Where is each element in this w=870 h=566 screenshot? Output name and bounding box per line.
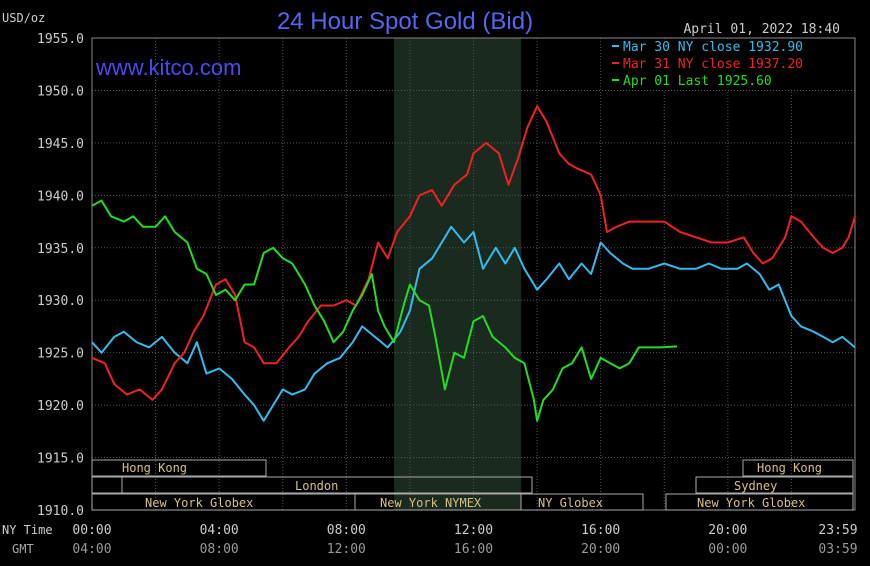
x-tick-label-gmt: 00:00 <box>708 542 747 557</box>
y-tick-label: 1910.0 <box>37 504 84 519</box>
series-line-0 <box>91 225 856 422</box>
x-tick-label-gmt: 08:00 <box>200 542 239 557</box>
session-label-london: London <box>295 479 338 493</box>
gmt-label: GMT <box>12 542 34 556</box>
session-box-ny-globex-2 <box>520 493 644 511</box>
y-tick-label: 1920.0 <box>37 399 84 414</box>
legend-entry-mar31: Mar 31 NY close 1937.20 <box>623 57 803 72</box>
legend-entry-mar30: Mar 30 NY close 1932.90 <box>623 40 803 55</box>
session-label-sydney: Sydney <box>734 479 777 493</box>
x-tick-label-gmt: 12:00 <box>327 542 366 557</box>
y-tick-label: 1925.0 <box>37 347 84 362</box>
series-line-2 <box>91 199 678 422</box>
session-box-hong-kong-2 <box>742 459 854 477</box>
watermark-url: www.kitco.com <box>95 55 241 80</box>
session-box-hong-kong <box>91 459 267 477</box>
session-label-new-york-globex-2: New York Globex <box>697 496 805 510</box>
session-box-london <box>121 476 533 494</box>
x-tick-label-ny: 04:00 <box>200 523 239 538</box>
x-tick-label-ny: 16:00 <box>581 523 620 538</box>
x-tick-label-gmt: 16:00 <box>454 542 493 557</box>
session-label-ny-globex: NY Globex <box>538 496 603 510</box>
legend-entry-apr01: Apr 01 Last 1925.60 <box>623 74 772 89</box>
series-line-1 <box>91 105 856 401</box>
price-lines <box>91 105 856 422</box>
y-tick-label: 1955.0 <box>37 32 84 47</box>
y-tick-label: 1930.0 <box>37 294 84 309</box>
legend-background <box>608 40 854 90</box>
x-axis-ticks: 00:00 04:00 04:00 08:00 08:00 12:00 12:00 16:00… <box>72 523 857 557</box>
chart-title: 24 Hour Spot Gold (Bid) <box>277 8 533 35</box>
x-tick-label-ny: 00:00 <box>72 523 111 538</box>
x-tick-label-gmt: 04:00 <box>72 542 111 557</box>
timestamp: April 01, 2022 18:40 <box>683 22 840 37</box>
session-label-hong-kong: Hong Kong <box>122 461 187 475</box>
x-tick-label-gmt: 03:59 <box>818 542 857 557</box>
y-axis-ticks: 1955.0 1950.0 1945.0 1940.0 1935.0 1930.0 1925… <box>37 32 84 519</box>
session-label-new-york-nymex: New York NYMEX <box>380 496 482 510</box>
session-label-hong-kong-2: Hong Kong <box>757 461 822 475</box>
legend: Mar 30 NY close 1932.90 Mar 31 NY close … <box>608 40 854 90</box>
y-tick-label: 1950.0 <box>37 84 84 99</box>
x-tick-label-gmt: 20:00 <box>581 542 620 557</box>
x-tick-label-ny: 08:00 <box>327 523 366 538</box>
x-tick-label-ny: 20:00 <box>708 523 747 538</box>
x-tick-label-ny: 12:00 <box>454 523 493 538</box>
x-tick-label-ny: 23:59 <box>818 523 857 538</box>
session-label-new-york-globex-1: New York Globex <box>145 496 253 510</box>
session-box-ny-globex-3 <box>665 493 854 511</box>
trading-session-shading <box>394 38 522 510</box>
market-sessions: Hong Kong London New York Globex New Yor… <box>91 459 854 511</box>
ny-time-label: NY Time <box>2 523 53 537</box>
unit-label: USD/oz <box>2 11 45 25</box>
y-tick-label: 1945.0 <box>37 137 84 152</box>
y-tick-label: 1915.0 <box>37 452 84 467</box>
y-tick-label: 1940.0 <box>37 189 84 204</box>
session-box-sydney <box>695 476 854 494</box>
y-tick-label: 1935.0 <box>37 242 84 257</box>
